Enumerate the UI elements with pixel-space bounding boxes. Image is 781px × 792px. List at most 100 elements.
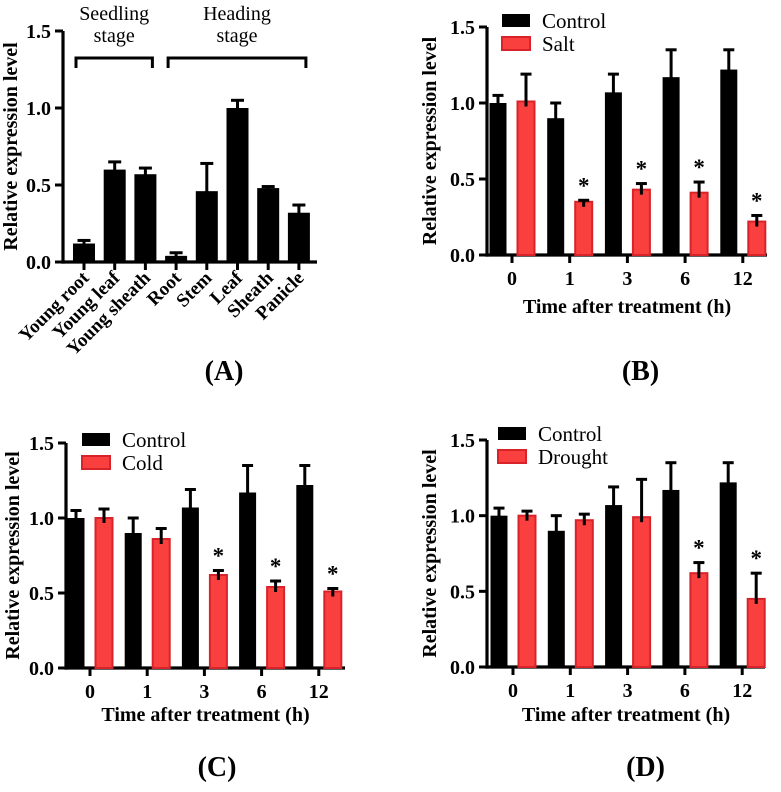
bar — [257, 188, 280, 262]
legend-label: Control — [542, 9, 606, 33]
bar — [226, 108, 249, 262]
stage-label-line2: stage — [216, 25, 257, 47]
x-tick-label: 12 — [733, 268, 753, 290]
x-tick-label: 0 — [85, 681, 95, 703]
bar — [73, 243, 95, 262]
legend-label: Control — [122, 428, 186, 452]
panel-d-chart: 0.0 0.5 1.0 1.5 Relative expression level 0 1 3… — [419, 422, 766, 726]
panel-a-label: (A) — [204, 356, 244, 387]
x-tick-label: 1 — [565, 680, 575, 702]
stage-label-line1: Seedling — [79, 3, 149, 25]
significance-star: * — [693, 155, 705, 180]
panel-d-label: (D) — [626, 752, 665, 783]
bar — [67, 518, 85, 668]
bar — [604, 92, 622, 255]
bar — [195, 191, 218, 262]
panel-C: 0.0 0.5 1.0 1.5 Relative expression level 0 1 3… — [0, 396, 390, 792]
stage-bracket — [74, 56, 154, 68]
bar — [720, 69, 738, 255]
bar — [662, 77, 680, 255]
legend-label: Cold — [122, 451, 163, 475]
bar — [547, 118, 565, 255]
significance-star: * — [636, 157, 648, 182]
y-tick-label: 0.0 — [26, 252, 51, 274]
bars: * * * * — [489, 48, 767, 257]
y-tick-label: 0.5 — [29, 583, 54, 605]
y-tick-label: 0.5 — [450, 581, 475, 603]
x-tick-label: 0 — [507, 268, 517, 290]
significance-star: * — [270, 554, 282, 579]
panel-b-label: (B) — [621, 356, 660, 387]
y-tick-label: 1.0 — [26, 98, 51, 120]
y-tick-label: 1.5 — [29, 433, 54, 455]
y-tick-label: 0.5 — [450, 169, 475, 191]
y-tick-label: 0.0 — [450, 245, 475, 267]
bar — [239, 492, 257, 668]
bar — [94, 517, 114, 669]
bar — [287, 212, 310, 262]
bar — [746, 597, 766, 668]
stage-label-line1: Heading — [203, 3, 271, 25]
y-axis-title: Relative expression level — [419, 36, 441, 245]
bar — [689, 572, 709, 669]
panel-c-label: (C) — [197, 752, 237, 783]
bar — [134, 174, 157, 262]
y-axis-title: Relative expression level — [2, 451, 24, 660]
x-tick-label: 0 — [508, 680, 518, 702]
y-tick-label: 0.5 — [26, 175, 51, 197]
x-tick-label: 3 — [199, 681, 209, 703]
bar — [574, 519, 594, 668]
legend-swatch — [82, 433, 110, 446]
x-tick-label: 6 — [680, 268, 690, 290]
x-axis-title: Time after treatment (h) — [523, 296, 731, 318]
bar — [632, 516, 652, 669]
bar — [689, 191, 709, 256]
bar — [574, 200, 594, 257]
bar — [151, 538, 171, 669]
legend-label: Salt — [542, 32, 575, 56]
x-tick-label: 12 — [309, 681, 329, 703]
stage-label-line2: stage — [94, 25, 135, 47]
legend-swatch — [502, 14, 530, 27]
legend-label: Control — [538, 422, 602, 446]
x-axis-title: Time after treatment (h) — [101, 704, 309, 726]
bar — [296, 485, 314, 668]
legend-swatch — [498, 427, 526, 440]
legend-swatch — [497, 449, 527, 464]
y-tick-label: 1.5 — [26, 21, 51, 43]
bar — [605, 505, 623, 667]
y-axis-title: Relative expression level — [419, 449, 441, 658]
bar — [266, 586, 286, 669]
x-axis-title: Time after treatment (h) — [522, 704, 730, 726]
y-tick-label: 0.0 — [29, 658, 54, 680]
x-tick-label: 3 — [623, 680, 633, 702]
bar — [103, 169, 126, 262]
panel-b-chart: 0.0 0.5 1.0 1.5 Relative expression level 0 1 3… — [419, 9, 767, 318]
legend-label: Drought — [538, 445, 608, 469]
x-tick-label: 12 — [732, 680, 752, 702]
bars: * * — [490, 461, 766, 669]
x-tick-label: 3 — [622, 268, 632, 290]
bar — [631, 188, 651, 256]
bar — [124, 533, 142, 668]
significance-star: * — [327, 562, 339, 587]
bar — [547, 530, 565, 667]
bar — [208, 574, 228, 669]
significance-star: * — [578, 173, 590, 198]
bar — [517, 514, 537, 668]
panel-A: 0.0 0.5 1.0 1.5 Relative expression level You… — [0, 0, 390, 396]
y-tick-label: 1.5 — [450, 17, 475, 39]
panel-D: 0.0 0.5 1.0 1.5 Relative expression level 0 1 3… — [390, 396, 781, 792]
x-tick-label: 1 — [565, 268, 575, 290]
y-tick-label: 1.5 — [450, 430, 475, 452]
bar — [516, 100, 536, 257]
